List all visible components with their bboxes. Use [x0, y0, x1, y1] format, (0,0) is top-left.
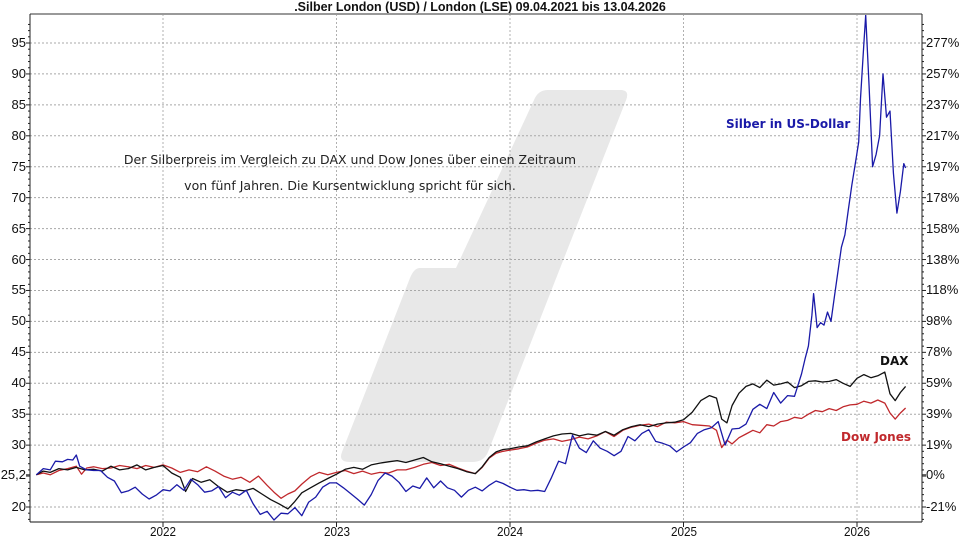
y-left-tick-label: 30	[11, 437, 26, 453]
grid-lines	[30, 14, 922, 522]
y-left-tick-label: 75	[11, 158, 26, 174]
y-left-tick-label: 80	[11, 127, 26, 143]
series-dax	[35, 371, 907, 510]
annotation-text: Der Silberpreis im Vergleich zu DAX und …	[100, 150, 600, 196]
y-right-tick-label: 0%	[926, 466, 945, 482]
y-right-tick-label: 118%	[926, 282, 959, 298]
y-right-tick-label: 217%	[926, 127, 960, 143]
y-right-tick-label: 257%	[926, 65, 960, 81]
y-left-tick-label: 90	[11, 65, 26, 81]
label-silber: Silber in US-Dollar	[726, 117, 851, 131]
series-silber-in-us-dollar	[35, 14, 907, 521]
x-tick-label: 2023	[323, 524, 350, 539]
y-left-tick-label: 70	[11, 189, 26, 205]
y-right-tick-label: 158%	[926, 220, 960, 236]
y-right-tick-label: 237%	[926, 96, 960, 112]
y-left-tick-label: 20	[11, 499, 26, 514]
y-right-tick-label: 197%	[926, 158, 960, 174]
y-right-tick-label: 98%	[926, 313, 953, 329]
y-left-tick-label: 35	[11, 406, 26, 422]
annotation-line-1: Der Silberpreis im Vergleich zu DAX und …	[123, 152, 577, 167]
plot-frame	[26, 13, 926, 527]
x-tick-label: 2024	[496, 524, 524, 539]
y-left-tick-label: 25,2	[0, 466, 26, 482]
y-left-tick-label: 55	[11, 282, 26, 298]
y-left-tick-label: 60	[11, 251, 26, 267]
x-tick-label: 2026	[843, 524, 871, 539]
y-right-tick-label: -21%	[926, 499, 957, 514]
y-left-tick-label: 95	[11, 35, 26, 50]
y-right-tick-label: 277%	[926, 35, 960, 50]
y-right-tick-label: 19%	[926, 437, 953, 453]
series-dow-jones	[36, 399, 907, 499]
y-left-tick-label: 85	[11, 96, 26, 112]
watermark-logo	[341, 90, 628, 462]
y-left-tick-label: 40	[11, 375, 26, 391]
y-right-tick-label: 78%	[926, 344, 953, 360]
x-tick-label: 2022	[149, 524, 177, 539]
y-right-tick-label: 39%	[926, 406, 953, 422]
series-lines	[35, 14, 907, 521]
y-left-tick-label: 65	[11, 220, 26, 236]
annotation-line-2: von fünf Jahren. Die Kursentwicklung spr…	[184, 178, 516, 193]
y-right-tick-label: 178%	[926, 189, 960, 205]
y-left-tick-label: 45	[11, 344, 26, 360]
y-left-tick-label: 50	[11, 313, 26, 329]
y-right-tick-label: 138%	[926, 251, 960, 267]
label-dax: DAX	[880, 354, 909, 368]
y-right-tick-label: 59%	[926, 375, 953, 391]
label-dow-jones: Dow Jones	[841, 430, 912, 444]
chart-title: .Silber London (USD) / London (LSE) 09.0…	[294, 0, 666, 14]
x-tick-label: 2025	[670, 524, 697, 539]
